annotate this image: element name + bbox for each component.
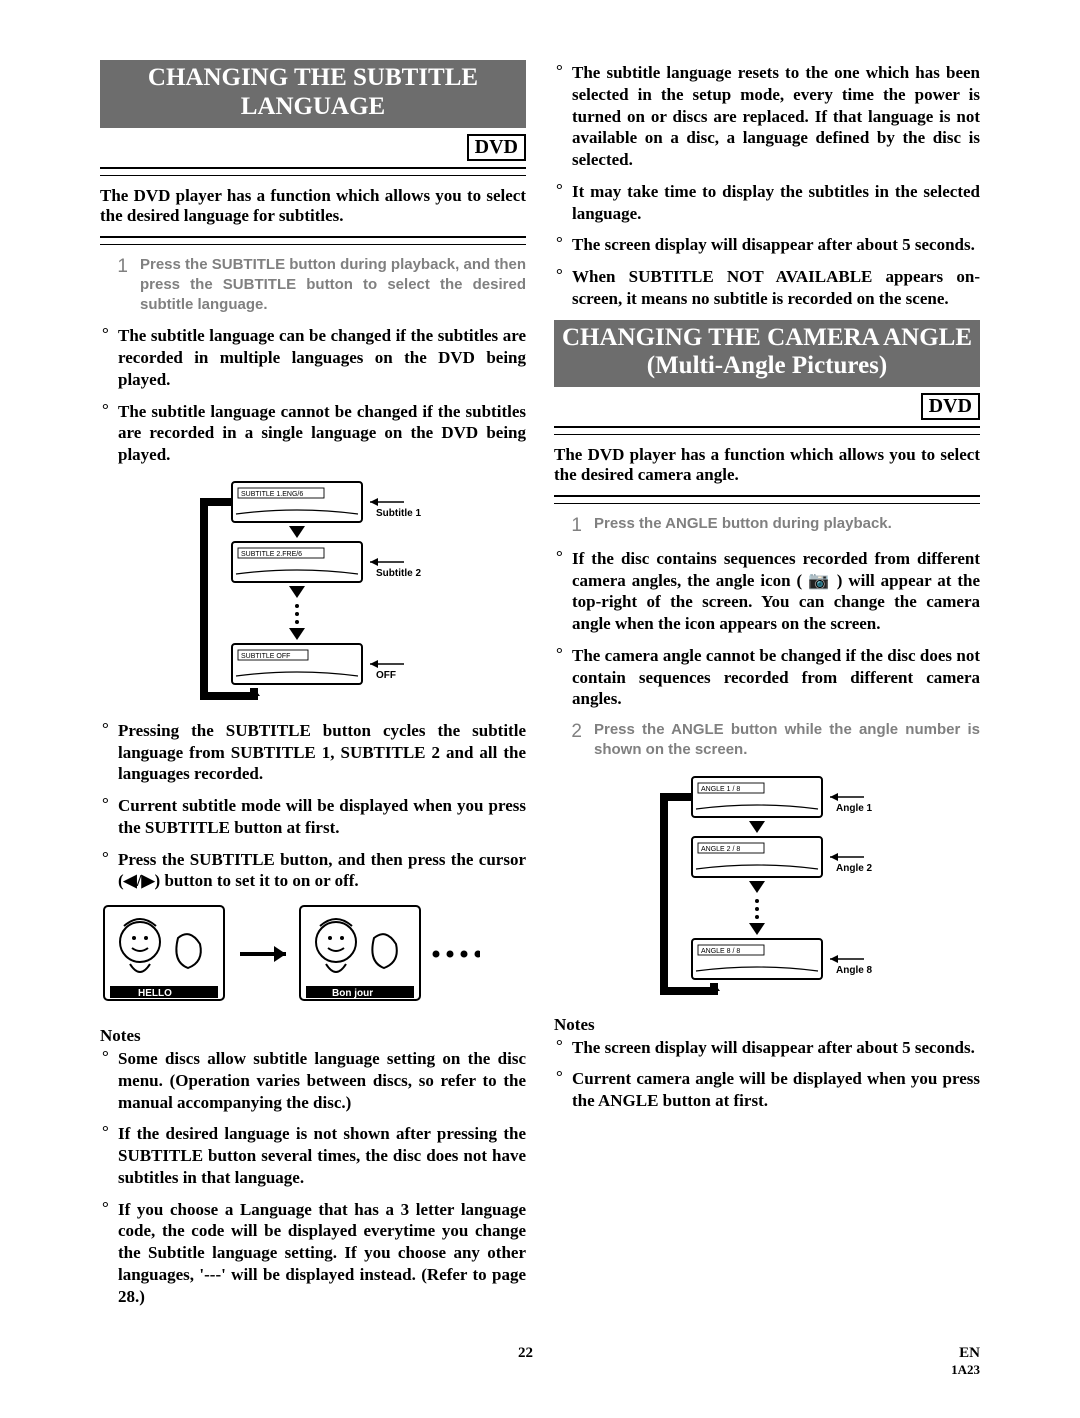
bullet-item: The camera angle cannot be changed if th…: [554, 645, 980, 710]
step-number: 2: [554, 720, 582, 761]
dvd-badge-row: DVD: [100, 134, 526, 161]
page-footer: 22 EN 1A23: [100, 1345, 980, 1378]
step-1: 1 Press the ANGLE button during playback…: [554, 514, 980, 538]
svg-text:ANGLE 2 / 8: ANGLE 2 / 8: [701, 846, 740, 853]
svg-text:SUBTITLE OFF: SUBTITLE OFF: [241, 653, 290, 660]
svg-text:Angle 2: Angle 2: [836, 863, 873, 874]
notes-heading: Notes: [554, 1015, 980, 1035]
bullet-item: When SUBTITLE NOT AVAILABLE appears on-s…: [554, 266, 980, 310]
notes-list: The screen display will disappear after …: [554, 1037, 980, 1112]
step-text: Press the ANGLE button while the angle n…: [594, 720, 980, 761]
bullet-item: Press the SUBTITLE button, and then pres…: [100, 849, 526, 893]
footer-lang: EN: [951, 1345, 980, 1362]
svg-text:ANGLE 8 / 8: ANGLE 8 / 8: [701, 948, 740, 955]
step-1: 1 Press the SUBTITLE button during playb…: [100, 255, 526, 316]
subtitle-diagram: SUBTITLE 1.ENG/6 Subtitle 1 SUBTITLE 2.F…: [114, 476, 526, 706]
left-column: CHANGING THE SUBTITLE LANGUAGE DVD The D…: [100, 60, 526, 1317]
dvd-badge-row: DVD: [554, 393, 980, 420]
divider: [100, 167, 526, 176]
bullet-list: The subtitle language resets to the one …: [554, 62, 980, 310]
divider: [554, 426, 980, 435]
page-number: 22: [518, 1345, 533, 1362]
svg-text:Angle 8: Angle 8: [836, 965, 873, 976]
note-item: Some discs allow subtitle language setti…: [100, 1048, 526, 1113]
svg-text:Subtitle 2: Subtitle 2: [376, 568, 421, 579]
svg-text:SUBTITLE 2.FRE/6: SUBTITLE 2.FRE/6: [241, 551, 302, 558]
svg-text:ANGLE 1 / 8: ANGLE 1 / 8: [701, 786, 740, 793]
svg-text:Angle 1: Angle 1: [836, 803, 873, 814]
bullet-item: Current subtitle mode will be displayed …: [100, 795, 526, 839]
divider: [100, 236, 526, 245]
bullet-item: The screen display will disappear after …: [554, 234, 980, 256]
bullet-item: The subtitle language cannot be changed …: [100, 401, 526, 466]
svg-text:SUBTITLE 1.ENG/6: SUBTITLE 1.ENG/6: [241, 491, 303, 498]
note-item: Current camera angle will be displayed w…: [554, 1068, 980, 1112]
language-illustration: HELLO Bon jour: [100, 902, 526, 1012]
page: CHANGING THE SUBTITLE LANGUAGE DVD The D…: [0, 0, 1080, 1418]
intro-text: The DVD player has a function which allo…: [554, 445, 980, 485]
dvd-badge: DVD: [921, 393, 980, 420]
right-column: The subtitle language resets to the one …: [554, 60, 980, 1317]
note-item: The screen display will disappear after …: [554, 1037, 980, 1059]
bullet-item: Pressing the SUBTITLE button cycles the …: [100, 720, 526, 785]
step-text: Press the ANGLE button during playback.: [594, 514, 892, 538]
intro-text: The DVD player has a function which allo…: [100, 186, 526, 226]
columns: CHANGING THE SUBTITLE LANGUAGE DVD The D…: [100, 60, 980, 1317]
footer-code: 1A23: [951, 1362, 980, 1378]
step-text: Press the SUBTITLE button during playbac…: [140, 255, 526, 316]
section-heading-angle: CHANGING THE CAMERA ANGLE (Multi-Angle P…: [554, 320, 980, 388]
bullet-item: If the disc contains sequences recorded …: [554, 548, 980, 635]
bullet-list: If the disc contains sequences recorded …: [554, 548, 980, 710]
step-2: 2 Press the ANGLE button while the angle…: [554, 720, 980, 761]
note-item: If the desired language is not shown aft…: [100, 1123, 526, 1188]
bullet-item: The subtitle language resets to the one …: [554, 62, 980, 171]
svg-text:Subtitle 1: Subtitle 1: [376, 508, 421, 519]
notes-list: Some discs allow subtitle language setti…: [100, 1048, 526, 1307]
svg-text:HELLO: HELLO: [138, 988, 172, 999]
notes-heading: Notes: [100, 1026, 526, 1046]
step-number: 1: [100, 255, 128, 316]
bullet-list: Pressing the SUBTITLE button cycles the …: [100, 720, 526, 892]
divider: [554, 495, 980, 504]
bullet-item: It may take time to display the subtitle…: [554, 181, 980, 225]
svg-text:OFF: OFF: [376, 670, 396, 681]
svg-text:Bon jour: Bon jour: [332, 988, 373, 999]
bullet-list: The subtitle language can be changed if …: [100, 325, 526, 466]
note-item: If you choose a Language that has a 3 le…: [100, 1199, 526, 1308]
dvd-badge: DVD: [467, 134, 526, 161]
bullet-item: The subtitle language can be changed if …: [100, 325, 526, 390]
step-number: 1: [554, 514, 582, 538]
angle-diagram: ANGLE 1 / 8 Angle 1 ANGLE 2 / 8 Angle 2: [594, 771, 980, 1001]
section-heading-subtitle: CHANGING THE SUBTITLE LANGUAGE: [100, 60, 526, 128]
